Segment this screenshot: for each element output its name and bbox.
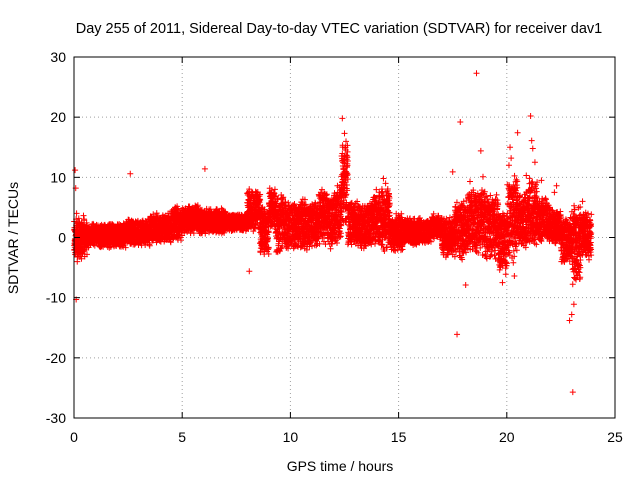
data-point — [81, 217, 88, 224]
data-point — [271, 186, 278, 193]
data-point — [122, 244, 129, 251]
data-point — [80, 212, 87, 219]
data-point — [75, 215, 82, 222]
data-point — [327, 245, 334, 252]
chart-title: Day 255 of 2011, Sidereal Day-to-day VTE… — [76, 21, 603, 37]
data-point — [373, 186, 380, 193]
data-point — [78, 255, 85, 262]
data-points — [71, 70, 595, 396]
data-point — [343, 138, 350, 145]
data-point — [120, 243, 127, 250]
